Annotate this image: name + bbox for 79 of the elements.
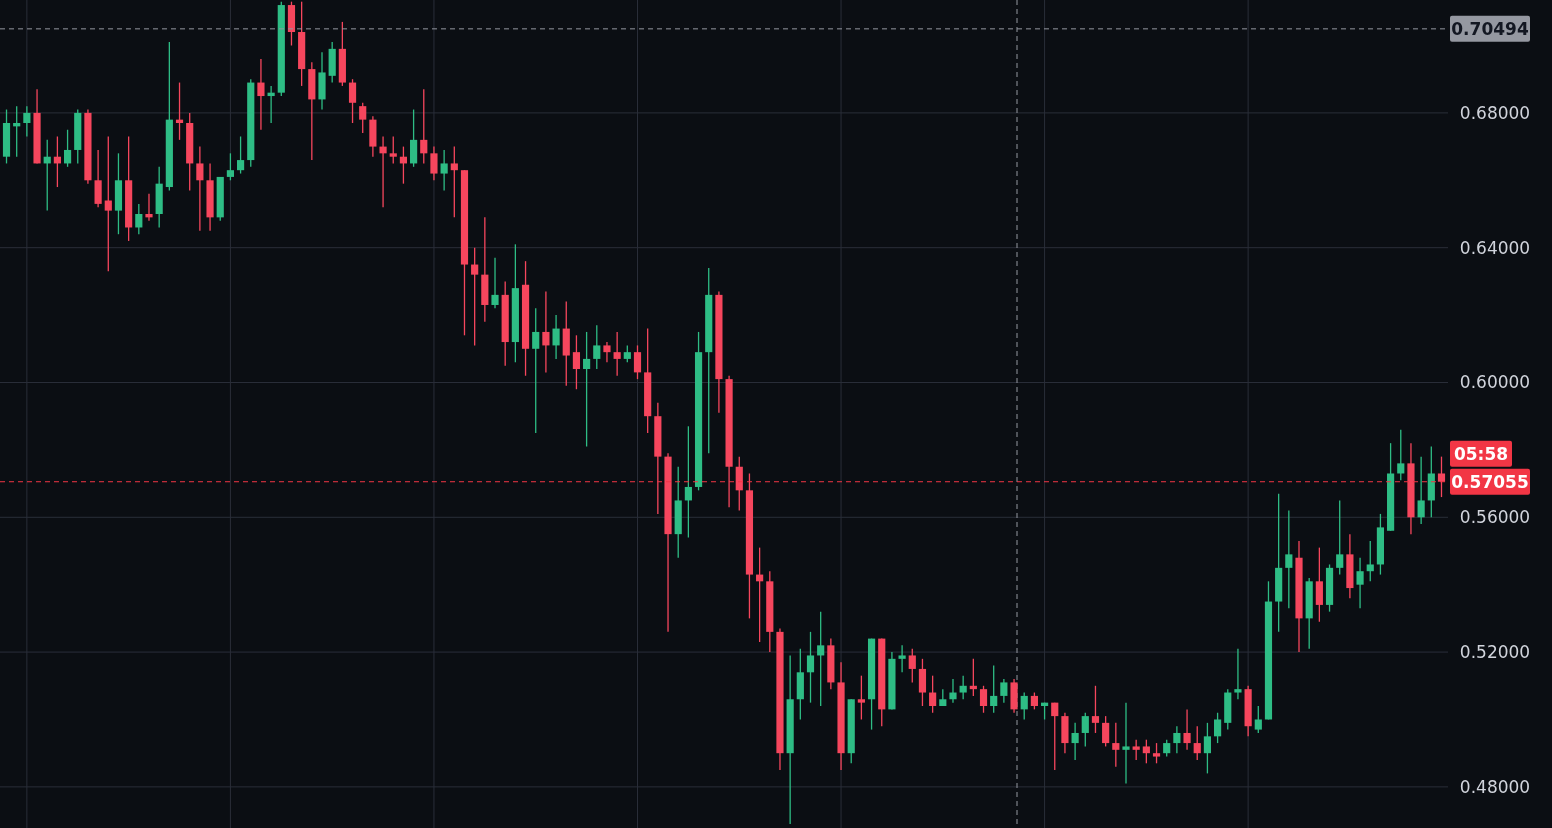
- candlestick: [440, 149, 448, 192]
- candlestick: [237, 135, 245, 175]
- candlestick: [735, 455, 743, 512]
- y-tick-label: 0.56000: [1459, 507, 1531, 528]
- candlestick: [410, 108, 418, 168]
- y-tick-label: 0.68000: [1459, 102, 1531, 123]
- candlestick: [63, 129, 72, 168]
- candlestick: [1336, 499, 1344, 576]
- candlestick: [94, 149, 102, 208]
- y-tick-label: 0.60000: [1459, 372, 1531, 393]
- candlestick: [348, 78, 357, 124]
- candlestick: [613, 331, 621, 377]
- candlestick: [684, 425, 692, 539]
- candlestick: [552, 314, 560, 360]
- candlestick: [471, 247, 479, 347]
- candlestick: [929, 675, 937, 714]
- candlestick: [1397, 429, 1405, 481]
- candlestick: [1081, 712, 1089, 748]
- candlestick: [1000, 678, 1008, 704]
- text: 05:58: [1453, 443, 1509, 464]
- candlestick: [1091, 685, 1100, 734]
- candlestick: [1020, 691, 1028, 721]
- candlestick: [359, 102, 367, 134]
- candlestick: [196, 145, 204, 232]
- candlestick: [1254, 705, 1262, 734]
- candlestick: [593, 324, 601, 370]
- y-tick-label: 0.64000: [1459, 237, 1531, 258]
- candlestick: [1142, 739, 1150, 764]
- candlestick: [817, 611, 825, 707]
- candlestick: [532, 307, 540, 434]
- candlestick: [1356, 557, 1364, 609]
- candlestick: [1193, 725, 1201, 761]
- candlestick: [959, 675, 967, 700]
- candlestick: [949, 678, 957, 704]
- candlestick: [257, 58, 265, 131]
- candlestick: [226, 152, 234, 181]
- candlestick: [389, 135, 397, 165]
- candlestick: [1285, 509, 1293, 609]
- candlestick: [898, 644, 906, 673]
- candlestick: [633, 344, 642, 380]
- candlestick: [430, 145, 438, 181]
- candlestick: [135, 203, 143, 235]
- candlestick: [1122, 701, 1130, 785]
- candlestick: [1051, 701, 1059, 771]
- y-tick-label: 0.52000: [1459, 642, 1531, 663]
- candlestick: [379, 135, 387, 208]
- candlestick: [918, 658, 927, 707]
- candlestick: [979, 685, 988, 714]
- candlestick: [1071, 722, 1079, 761]
- candlestick: [1112, 722, 1120, 768]
- candlestick: [603, 341, 611, 363]
- ref-line-label: 0.57055: [1451, 471, 1529, 492]
- candlestick: [1214, 712, 1222, 744]
- candlestick: [1102, 715, 1110, 748]
- candlestick: [1234, 648, 1242, 700]
- candlestick: [572, 334, 581, 390]
- candlestick: [583, 331, 591, 448]
- candlestick: [1315, 546, 1323, 623]
- candlestick: [1173, 725, 1181, 754]
- candlestick: [491, 257, 499, 309]
- candlestick: [1366, 540, 1374, 582]
- y-tick-label: 0.48000: [1459, 776, 1531, 797]
- candlestick: [908, 648, 916, 684]
- candlestick: [450, 145, 458, 219]
- candlestick: [420, 88, 428, 165]
- candlestick: [806, 631, 815, 704]
- candlestick: [1183, 708, 1191, 751]
- candlestick: [1437, 455, 1446, 498]
- candlestick: [1152, 742, 1161, 764]
- candlestick: [23, 105, 31, 138]
- candlestick: [1132, 739, 1140, 761]
- candlestick: [1417, 455, 1425, 525]
- candlestick: [857, 675, 865, 721]
- candlestick: [104, 135, 112, 272]
- candlestick: [1203, 722, 1211, 775]
- candlestick: [990, 664, 998, 714]
- ref-line-label: 0.70494: [1451, 18, 1529, 39]
- candlestick: [542, 290, 550, 374]
- candlestick: [145, 193, 153, 222]
